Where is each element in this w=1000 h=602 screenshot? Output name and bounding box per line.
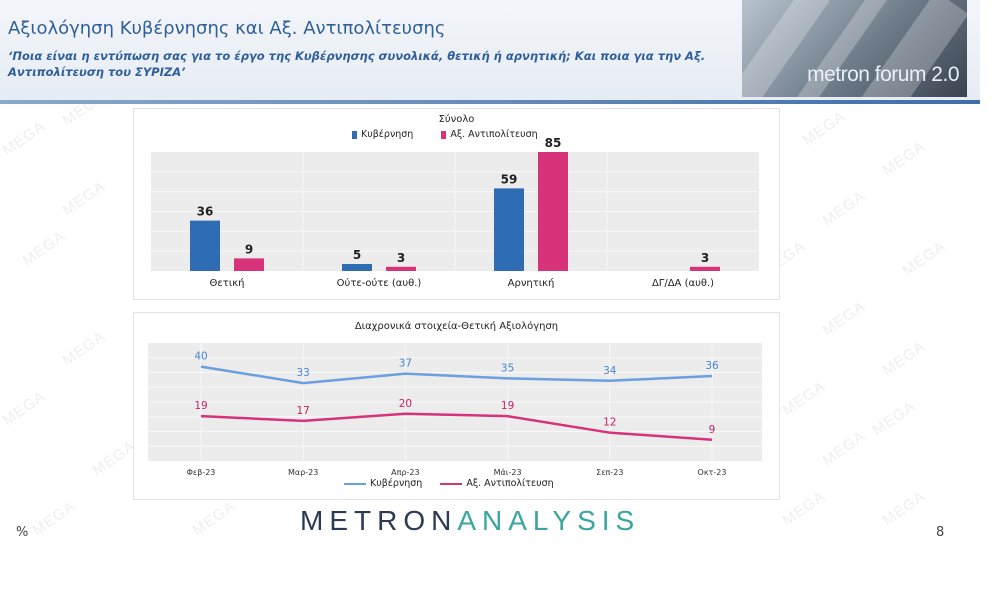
point-value-label: 19 (194, 400, 207, 412)
bar-value-label: 3 (397, 251, 405, 265)
page-title: Αξιολόγηση Κυβέρνησης και Αξ. Αντιπολίτε… (8, 18, 446, 39)
bar (342, 264, 372, 271)
line-chart-legend: Κυβέρνηση Αξ. Αντιπολίτευση (344, 478, 554, 489)
mega-watermark: MEGA (19, 227, 69, 270)
metron-analysis-logo: METRONANALYSIS (300, 505, 640, 537)
question-text: ‘Ποια είναι η εντύπωση σας για το έργο τ… (8, 49, 706, 79)
mega-watermark: MEGA (189, 497, 239, 540)
line-chart: 40 33 37 35 34 36 19 17 20 19 12 9 Φεβ-23 Μαρ-23 Απρ-2… (148, 343, 762, 477)
mega-watermark: MEGA (819, 297, 869, 340)
legend-swatch-government (352, 130, 357, 139)
line-chart-panel: Διαχρονικά στοιχεία-Θετική Αξιολόγηση 40… (133, 312, 780, 500)
category-label: Θετική (210, 277, 245, 289)
slide: MEGA MEGA MEGA MEGA MEGA MEGA MEGA MEGA MEGA MEGA… (0, 0, 980, 540)
legend-label-opposition: Αξ. Αντιπολίτευση (450, 129, 538, 140)
bar-value-label: 9 (245, 242, 253, 256)
bar-chart-title: Σύνολο (438, 114, 475, 125)
bar-value-label: 36 (197, 205, 214, 219)
page-number: 8 (936, 525, 945, 540)
metron-forum-logo: metron forum 2.0 (742, 0, 967, 97)
mega-watermark: MEGA (879, 337, 929, 380)
bar (494, 188, 524, 271)
point-value-label: 35 (501, 362, 514, 374)
category-label: Μαρ-23 (288, 468, 318, 477)
point-value-label: 37 (399, 358, 412, 370)
point-value-label: 20 (399, 398, 412, 410)
legend-item-opposition-line: Αξ. Αντιπολίτευση (440, 478, 554, 489)
legend-line-opposition (440, 482, 463, 485)
category-label: Απρ-23 (391, 468, 419, 477)
point-value-label: 34 (603, 365, 617, 377)
category-label: Οκτ-23 (698, 468, 727, 477)
legend-label-opposition-line: Αξ. Αντιπολίτευση (466, 478, 554, 489)
category-label: ΔΓ/ΔΑ (αυθ.) (652, 278, 714, 289)
bar-chart: 36 9 Θετική 5 3 Ούτε-ούτε (αυθ.) 59 85 Αρνητική 3… (151, 136, 759, 289)
category-label: Μάι-23 (494, 468, 522, 477)
mega-watermark: MEGA (799, 107, 849, 150)
bar (190, 220, 220, 271)
mega-watermark: MEGA (819, 187, 869, 230)
series-line (200, 365, 713, 385)
legend-item-government-line: Κυβέρνηση (344, 478, 422, 489)
mega-watermark: MEGA (89, 437, 139, 480)
forum-logo-text: metron forum 2.0 (807, 63, 959, 86)
point-value-label: 40 (194, 351, 207, 363)
mega-watermark: MEGA (879, 487, 929, 530)
mega-watermark: MEGA (879, 137, 929, 180)
point-value-label: 9 (709, 424, 716, 436)
point-value-label: 12 (603, 417, 616, 429)
mega-watermark: MEGA (819, 427, 869, 470)
logo-part-metron: METRON (300, 505, 458, 536)
mega-watermark: MEGA (779, 377, 829, 420)
logo-part-analysis: ANALYSIS (457, 505, 641, 536)
mega-watermark: MEGA (869, 397, 919, 440)
bar-chart-panel: Σύνολο Κυβέρνηση Αξ. Αντιπολίτευση 36 9 Θε… (133, 108, 780, 300)
bar (538, 152, 568, 271)
mega-watermark: MEGA (59, 177, 109, 220)
mega-watermark: MEGA (29, 497, 79, 540)
legend-label-government: Κυβέρνηση (361, 129, 414, 140)
bar (690, 266, 720, 271)
bar-chart-legend: Κυβέρνηση Αξ. Αντιπολίτευση (352, 129, 538, 140)
mega-watermark: MEGA (899, 237, 949, 280)
bar (234, 258, 264, 271)
mega-watermark: MEGA (0, 117, 49, 160)
point-value-label: 33 (297, 367, 310, 379)
mega-watermark: MEGA (0, 387, 49, 430)
legend-line-government (344, 482, 366, 485)
bar-value-label: 85 (545, 136, 562, 150)
mega-watermark: MEGA (59, 327, 109, 370)
point-value-label: 19 (501, 400, 514, 412)
bar-value-label: 5 (353, 248, 361, 262)
mega-watermark: MEGA (779, 487, 829, 530)
category-label: Φεβ-23 (187, 468, 216, 477)
bar-value-label: 3 (701, 251, 709, 265)
legend-label-government-line: Κυβέρνηση (370, 478, 423, 489)
line-chart-title: Διαχρονικά στοιχεία-Θετική Αξιολόγηση (354, 321, 559, 332)
legend-item-opposition: Αξ. Αντιπολίτευση (441, 129, 538, 140)
category-label: Σεπ-23 (596, 468, 623, 477)
unit-label: % (16, 525, 29, 540)
bar (386, 266, 416, 271)
point-value-label: 17 (297, 405, 310, 417)
legend-item-government: Κυβέρνηση (352, 129, 413, 140)
category-label: Ούτε-ούτε (αυθ.) (337, 277, 422, 289)
legend-swatch-opposition (441, 130, 447, 139)
bar-value-label: 59 (501, 172, 518, 186)
series-line (200, 412, 713, 442)
header-rule (0, 100, 980, 104)
point-value-label: 36 (705, 360, 719, 372)
category-label: Αρνητική (508, 277, 555, 289)
